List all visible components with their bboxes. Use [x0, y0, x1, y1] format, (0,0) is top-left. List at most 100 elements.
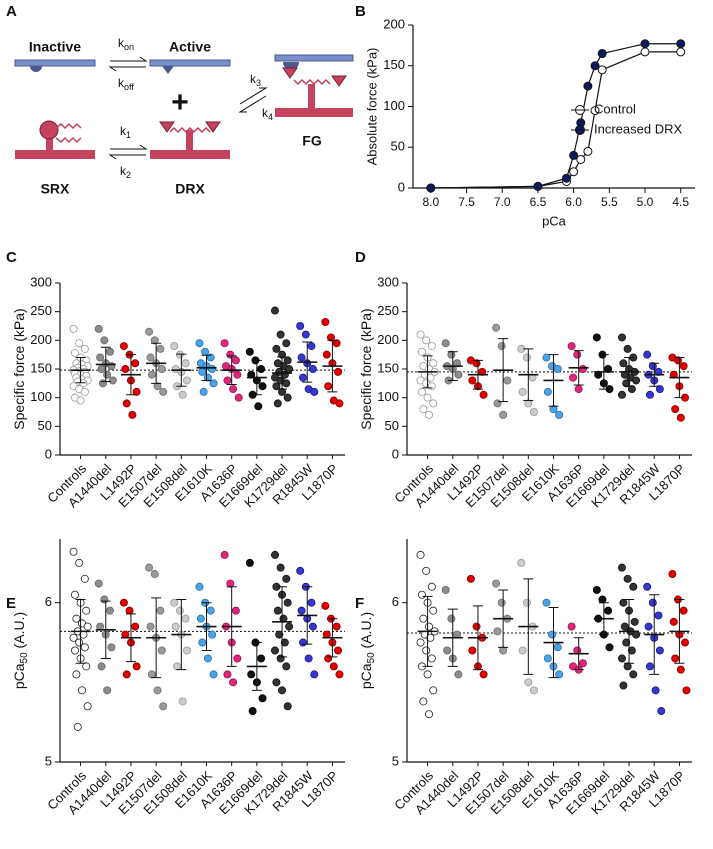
data-point [304, 654, 313, 663]
diagram: A Inactive Active SRX DRX FG + kon koff … [6, 3, 354, 197]
data-point [75, 339, 84, 348]
y-tick-label: 300 [30, 274, 52, 289]
data-point [334, 646, 343, 655]
data-point [275, 630, 284, 639]
equilibrium-arrow [108, 56, 148, 72]
myosin-lever [293, 78, 331, 86]
y-axis-label-unit: (A.U.) [11, 612, 27, 652]
data-point [283, 598, 292, 607]
data-point [100, 595, 109, 604]
myosin-head [39, 120, 59, 140]
data-point [417, 347, 426, 356]
data-point [419, 614, 428, 623]
data-point [173, 662, 182, 671]
data-point [555, 410, 564, 419]
data-point [466, 574, 475, 583]
data-point [529, 686, 538, 695]
data-point [226, 579, 235, 588]
data-point [258, 694, 267, 703]
data-point [620, 622, 629, 631]
data-point [425, 410, 434, 419]
data-point [147, 670, 156, 679]
data-point [443, 646, 452, 655]
myosin-lever [55, 122, 82, 144]
myosin-tail [308, 84, 315, 108]
x-axis-label: pCa [542, 213, 567, 228]
data-point [426, 373, 435, 382]
y-axis-label: Specific force (kPa) [358, 308, 374, 429]
data-point [429, 399, 438, 408]
data-point [132, 387, 141, 396]
data-point [229, 678, 238, 687]
data-point [592, 585, 601, 594]
y-tick-label: 0 [45, 446, 52, 461]
data-point [106, 347, 115, 356]
data-point [598, 595, 607, 604]
data-point [196, 614, 205, 623]
state-label: SRX [41, 181, 70, 197]
data-point [542, 598, 551, 607]
x-tick-label: 5.0 [637, 195, 654, 209]
data-point [548, 630, 557, 639]
data-point [429, 359, 438, 368]
data-point [590, 61, 600, 71]
data-point [597, 65, 607, 75]
data-point [119, 598, 128, 607]
data-point [426, 633, 435, 642]
thin-filament [274, 54, 354, 62]
data-point [229, 385, 238, 394]
data-point [332, 339, 341, 348]
data-point [96, 353, 105, 362]
data-point [245, 347, 254, 356]
data-point [648, 598, 657, 607]
data-point [233, 654, 242, 663]
data-point [70, 348, 79, 357]
data-point [671, 405, 680, 414]
data-point [426, 183, 436, 193]
data-point [203, 654, 212, 663]
data-point [567, 622, 576, 631]
data-point [529, 407, 538, 416]
data-point [422, 336, 431, 345]
data-point [146, 622, 155, 631]
data-point [103, 370, 112, 379]
equilibrium-arrow [238, 87, 268, 113]
y-tick-label: 0 [392, 446, 399, 461]
data-point [273, 399, 282, 408]
data-point [257, 654, 266, 663]
data-point [416, 638, 425, 647]
data-point [419, 405, 428, 414]
data-point [492, 579, 501, 588]
data-point [335, 399, 344, 408]
plus-sign: + [171, 86, 189, 119]
data-point [159, 702, 168, 711]
data-point [310, 387, 319, 396]
data-point [297, 606, 306, 615]
data-point [297, 353, 306, 362]
data-point [150, 570, 159, 579]
data-point [276, 330, 285, 339]
data-point [283, 702, 292, 711]
y-tick-label: 200 [383, 16, 405, 31]
y-axis-label-text: pCa [358, 663, 374, 689]
data-point [298, 373, 307, 382]
data-point [296, 566, 305, 575]
data-point [569, 150, 579, 160]
data-point [73, 722, 82, 731]
data-point [627, 385, 636, 394]
data-point [503, 376, 512, 385]
data-point [583, 146, 593, 156]
rate-label: k4 [262, 106, 273, 122]
y-tick-label: 250 [377, 303, 399, 318]
data-point [518, 646, 527, 655]
data-point [578, 364, 587, 373]
data-point [170, 342, 179, 351]
data-point [622, 638, 631, 647]
data-point [175, 350, 184, 359]
data-point [75, 558, 84, 567]
data-point [517, 558, 526, 567]
data-point [472, 622, 481, 631]
data-point [94, 324, 103, 333]
data-point [69, 547, 78, 556]
y-tick-label: 5 [45, 753, 52, 768]
